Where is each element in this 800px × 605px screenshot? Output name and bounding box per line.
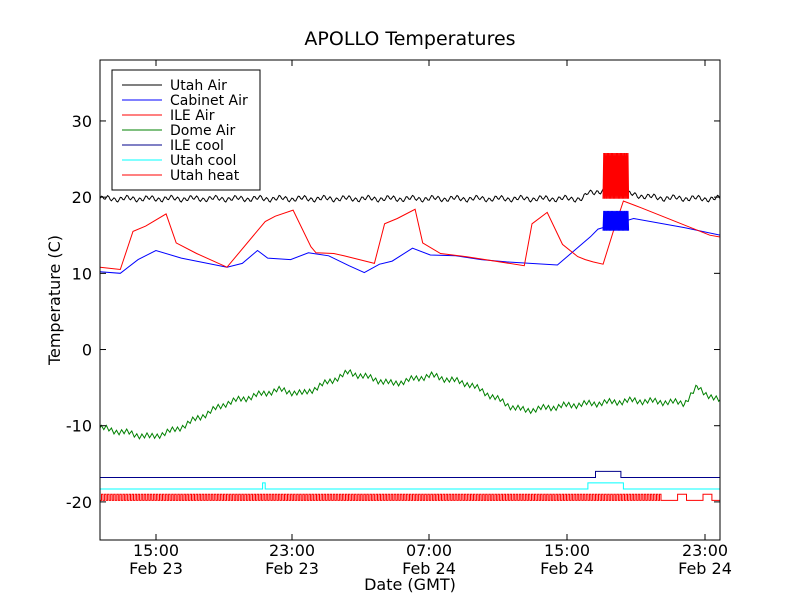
series-line-dome-air [100,368,720,440]
legend-label-dome-air: Dome Air [170,123,236,139]
y-tick-label: -20 [66,493,92,512]
legend-label-utah-air: Utah Air [170,78,227,94]
series-line-cabinet-air [100,217,720,274]
x-axis-title: Date (GMT) [364,575,456,594]
series-line-utah-heat [100,493,720,501]
x-tick-time-label: 23:00 [269,541,315,560]
series-line-ile-air [100,200,720,271]
legend-label-ile-air: ILE Air [170,108,215,124]
x-tick-time-label: 23:00 [682,541,728,560]
x-tick-time-label: 15:00 [133,541,179,560]
oscillation-band-1 [602,210,630,231]
oscillation-band-0 [602,152,630,199]
series-line-utah-cool [100,482,720,490]
chart-title: APOLLO Temperatures [304,28,515,50]
y-tick-label: 0 [82,341,92,360]
legend-label-utah-cool: Utah cool [170,153,236,169]
plot-frame [99,59,721,541]
legend-label-utah-heat: Utah heat [170,168,240,184]
x-tick-date-label: Feb 24 [678,559,732,578]
y-tick-label: 30 [72,112,92,131]
x-tick-date-label: Feb 24 [540,559,594,578]
y-tick-label: 10 [72,264,92,283]
x-tick-time-label: 07:00 [406,541,452,560]
series-line-ile-cool [100,470,720,478]
y-axis: 30 20 10 0 -10 -20 [66,112,720,512]
series-line-utah-air [100,187,720,203]
x-tick-date-label: Feb 23 [265,559,319,578]
y-tick-label: 20 [72,188,92,207]
y-tick-label: -10 [66,417,92,436]
legend-label-cabinet-air: Cabinet Air [170,93,248,109]
x-tick-date-label: Feb 24 [402,559,456,578]
x-tick-time-label: 15:00 [544,541,590,560]
plot-area [100,152,720,501]
x-tick-date-label: Feb 23 [129,559,183,578]
y-axis-title: Temperature (C) [45,235,64,366]
legend-label-ile-cool: ILE cool [170,138,224,154]
